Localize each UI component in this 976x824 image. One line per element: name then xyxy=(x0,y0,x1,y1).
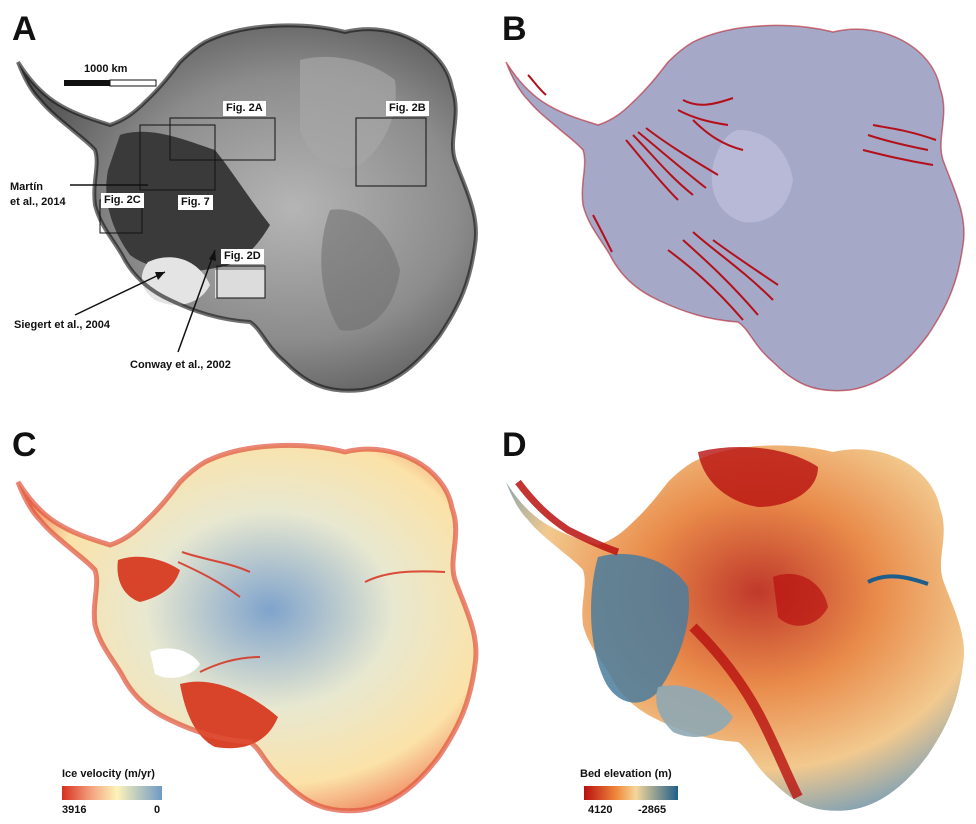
east-antarctica-light xyxy=(300,56,396,169)
stream-13 xyxy=(862,149,934,166)
east-low-channel xyxy=(867,574,929,586)
stream-4 xyxy=(645,127,719,176)
fig-2a-label: Fig. 2A xyxy=(223,101,266,116)
citation-conway: Conway et al., 2002 xyxy=(130,359,231,371)
bed-colorbar-min: 4120 xyxy=(588,804,613,816)
interior-high-bed xyxy=(773,573,828,626)
panel-c: C Ice velocity (m/yr) 3916 0 xyxy=(0,412,488,824)
bed-colorbar-title: Bed elevation (m) xyxy=(580,768,672,780)
fig-7-label: Fig. 7 xyxy=(178,195,213,210)
stream-15 xyxy=(592,214,613,253)
citation-siegert: Siegert et al., 2004 xyxy=(14,319,110,331)
bed-colorbar xyxy=(584,786,678,800)
interior-plateau xyxy=(711,130,793,223)
stream-11 xyxy=(712,239,779,286)
panel-letter-b: B xyxy=(502,10,527,48)
stream-7 xyxy=(692,119,744,151)
velocity-colorbar xyxy=(62,786,162,800)
panel-d-map xyxy=(506,445,964,811)
panel-c-map xyxy=(0,412,488,824)
stream-3 xyxy=(637,131,707,189)
ross-light-region xyxy=(215,270,265,298)
stream-12 xyxy=(867,134,929,151)
scale-bar-black xyxy=(64,80,110,86)
transantarctic-mountains xyxy=(689,623,803,800)
fast-stream-2 xyxy=(181,551,251,573)
antarctica-outline xyxy=(506,445,964,811)
scale-bar-label: 1000 km xyxy=(84,63,128,75)
panel-letter-a: A xyxy=(12,10,37,48)
no-data-patch xyxy=(150,648,200,678)
panel-b-map xyxy=(505,24,965,392)
stream-10 xyxy=(692,231,774,301)
fig-2b-label: Fig. 2B xyxy=(386,101,429,116)
panel-a-map xyxy=(16,23,478,393)
west-antarctica-low-bed xyxy=(591,553,689,703)
bed-colorbar-max: -2865 xyxy=(638,804,667,816)
velocity-colorbar-max: 0 xyxy=(154,804,161,816)
velocity-colorbar-title: Ice velocity (m/yr) xyxy=(62,768,155,780)
scale-bar-white xyxy=(109,79,157,87)
fig-2c-label: Fig. 2C xyxy=(101,193,144,208)
stream-1 xyxy=(625,139,679,201)
stream-9 xyxy=(682,239,759,316)
fast-streams xyxy=(177,551,446,673)
fast-stream-1 xyxy=(177,561,241,598)
stream-8 xyxy=(667,249,744,321)
ice-streams xyxy=(527,74,937,321)
fast-stream-3 xyxy=(364,570,446,583)
panel-letter-d: D xyxy=(502,426,527,464)
citation-martin-line2: et al., 2014 xyxy=(10,196,66,208)
stream-14 xyxy=(872,124,937,141)
stream-5 xyxy=(677,109,729,126)
siegert-arrowhead xyxy=(155,272,165,280)
gamburtsev-high-bed xyxy=(698,447,818,507)
stream-16 xyxy=(527,74,547,96)
siegert-leader xyxy=(74,271,166,316)
fast-stream-4 xyxy=(199,656,261,673)
citation-martin-line1: Martín xyxy=(10,181,43,193)
velocity-colorbar-min: 3916 xyxy=(62,804,87,816)
panel-b: B xyxy=(488,0,976,410)
stream-6 xyxy=(682,97,734,106)
peninsula-high-bed xyxy=(515,479,620,556)
panel-a: A 1000 km Fig. 2A Fig. 2B Fig. 2C Fig. 7… xyxy=(0,0,488,410)
ronne-fast-flow xyxy=(117,556,180,602)
antarctica-outline xyxy=(18,445,476,811)
fig-2d-box xyxy=(216,265,266,299)
ross-low-bed xyxy=(656,685,733,737)
east-antarctica-shade xyxy=(321,209,400,331)
panel-d: D Bed elevation (m) 4120 -2865 xyxy=(488,412,976,824)
conway-arrowhead xyxy=(209,250,216,261)
fig-7-box xyxy=(139,124,216,191)
fig-2a-box xyxy=(169,117,276,161)
fig-2b-box xyxy=(355,117,427,187)
stream-2 xyxy=(632,134,694,196)
conway-leader xyxy=(177,249,216,353)
fig-2d-label: Fig. 2D xyxy=(221,249,264,264)
panel-letter-c: C xyxy=(12,426,37,464)
